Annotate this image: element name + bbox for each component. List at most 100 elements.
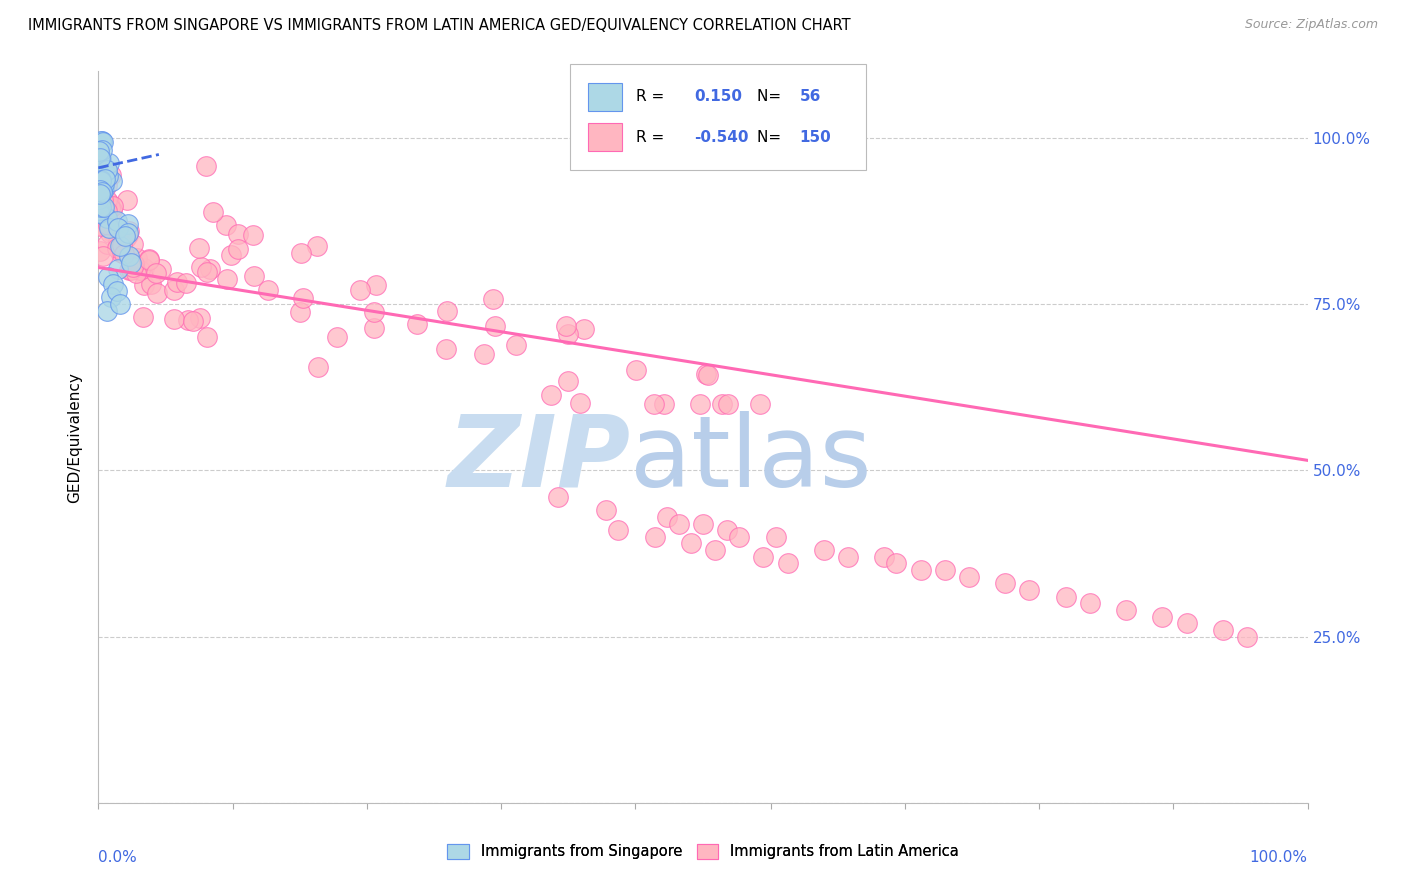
Point xyxy=(98,226,121,240)
FancyBboxPatch shape xyxy=(588,83,621,111)
Point xyxy=(595,503,617,517)
Point xyxy=(124,257,146,271)
Point xyxy=(96,193,118,207)
Point xyxy=(138,252,160,266)
Point xyxy=(1018,582,1040,597)
Point xyxy=(89,196,111,211)
Point xyxy=(886,557,908,571)
Point xyxy=(873,549,896,564)
Point xyxy=(105,241,128,255)
Point xyxy=(146,285,169,300)
Point xyxy=(692,516,714,531)
FancyBboxPatch shape xyxy=(588,123,621,151)
Point xyxy=(89,244,111,258)
Point xyxy=(89,200,111,214)
Point xyxy=(90,200,112,214)
Point xyxy=(163,312,186,326)
Point xyxy=(364,278,387,293)
Point xyxy=(89,178,111,192)
Point xyxy=(226,227,249,241)
Point xyxy=(195,159,218,173)
Point xyxy=(201,204,224,219)
Point xyxy=(89,160,111,174)
Point xyxy=(363,321,385,335)
Point xyxy=(96,211,118,225)
Point xyxy=(484,318,506,333)
Point xyxy=(87,138,110,153)
Point xyxy=(1115,603,1137,617)
Point xyxy=(90,153,112,167)
Point xyxy=(436,304,458,318)
Point xyxy=(482,292,505,306)
Point xyxy=(138,252,160,267)
Point xyxy=(90,186,112,200)
Point xyxy=(405,318,427,332)
Point xyxy=(288,304,311,318)
Point xyxy=(101,202,124,217)
Point xyxy=(139,277,162,291)
Text: N=: N= xyxy=(758,129,786,145)
Point xyxy=(127,251,149,265)
Point xyxy=(108,297,131,311)
Point xyxy=(711,397,734,411)
Text: R =: R = xyxy=(637,89,669,104)
Point xyxy=(89,203,111,218)
Point xyxy=(90,182,112,196)
Point xyxy=(89,203,111,218)
Point xyxy=(307,359,329,374)
Point xyxy=(1175,616,1198,631)
Point xyxy=(624,363,647,377)
Point xyxy=(910,563,932,577)
Point xyxy=(107,261,129,276)
Point xyxy=(96,163,118,178)
Point xyxy=(89,218,111,232)
Text: N=: N= xyxy=(758,89,786,104)
Point xyxy=(644,530,666,544)
Point xyxy=(652,397,675,411)
Point xyxy=(96,204,118,219)
Point xyxy=(363,304,385,318)
Point xyxy=(96,236,118,251)
Point xyxy=(1054,590,1077,604)
Point xyxy=(689,397,711,411)
Point xyxy=(100,290,122,304)
Point xyxy=(574,322,596,336)
Point xyxy=(89,186,111,200)
Point xyxy=(110,238,132,252)
FancyBboxPatch shape xyxy=(569,64,866,170)
Point xyxy=(307,239,329,253)
Point xyxy=(115,194,138,208)
Point xyxy=(607,523,630,537)
Point xyxy=(93,135,115,149)
Point xyxy=(752,549,775,564)
Point xyxy=(837,549,859,564)
Point xyxy=(91,249,114,263)
Point xyxy=(994,576,1017,591)
Point xyxy=(434,342,457,356)
Point xyxy=(91,177,114,191)
Point xyxy=(97,169,120,183)
Point xyxy=(122,237,145,252)
Text: atlas: atlas xyxy=(630,410,872,508)
Point xyxy=(107,235,129,249)
Point xyxy=(90,134,112,148)
Point xyxy=(117,228,139,243)
Point xyxy=(557,327,579,342)
Point xyxy=(188,241,211,255)
Point xyxy=(704,543,727,558)
Point xyxy=(89,152,111,166)
Point xyxy=(115,231,138,245)
Point xyxy=(108,244,131,259)
Point xyxy=(226,242,249,256)
Point xyxy=(557,375,579,389)
Point xyxy=(96,169,118,183)
Point xyxy=(89,144,111,158)
Point xyxy=(90,173,112,187)
Point xyxy=(90,153,112,168)
Point xyxy=(96,206,118,220)
Point xyxy=(717,397,740,411)
Point xyxy=(118,224,141,238)
Point xyxy=(105,214,128,228)
Point xyxy=(190,311,212,326)
Point xyxy=(101,226,124,240)
